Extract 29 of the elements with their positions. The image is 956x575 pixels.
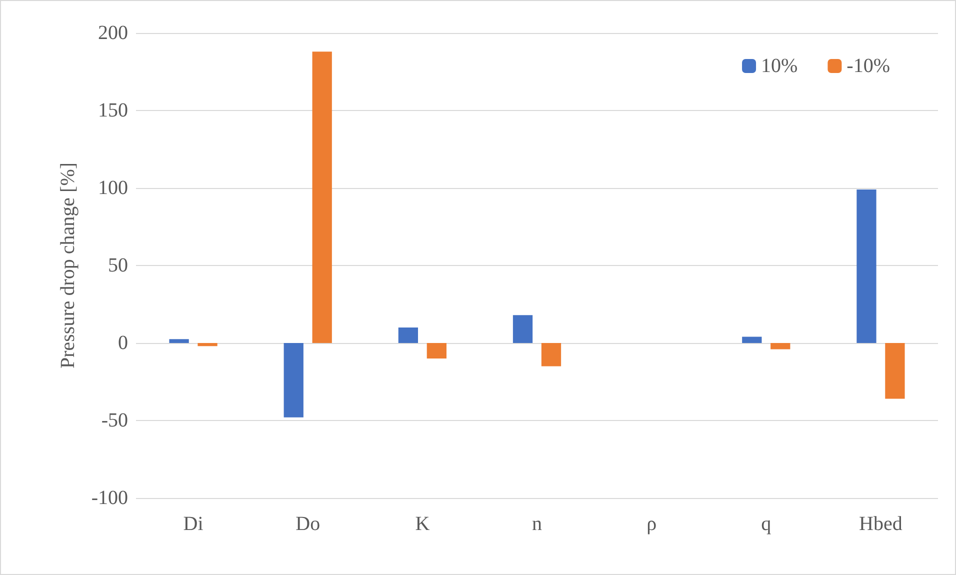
- y-tick-label: 100: [98, 177, 128, 199]
- bar: [770, 343, 790, 350]
- bar: [426, 343, 446, 358]
- bar: [885, 343, 905, 399]
- bar: [284, 343, 304, 418]
- bar: [198, 343, 218, 346]
- y-axis-title: Pressure drop change [%]: [57, 162, 79, 369]
- x-tick-label: n: [532, 513, 542, 535]
- y-tick-label: 150: [98, 100, 128, 122]
- y-tick-label: -100: [91, 487, 128, 509]
- x-tick-label: Hbed: [859, 513, 902, 535]
- bar: [398, 328, 418, 343]
- legend-label: 10%: [761, 55, 798, 77]
- y-tick-label: 200: [98, 22, 128, 44]
- bar: [541, 343, 562, 366]
- y-tick-label: 50: [108, 254, 128, 276]
- y-tick-label: 0: [118, 332, 128, 354]
- bar: [856, 190, 876, 343]
- bar: [742, 336, 762, 343]
- x-tick-label: ρ: [646, 513, 657, 535]
- legend-label: -10%: [846, 55, 890, 77]
- x-tick-label: Di: [183, 513, 204, 535]
- y-tick-label: -50: [101, 410, 128, 432]
- bar: [312, 52, 332, 343]
- x-tick-label: Do: [296, 513, 320, 535]
- bar: [169, 339, 189, 343]
- x-tick-label: K: [415, 513, 430, 535]
- bar: [512, 315, 533, 343]
- x-tick-label: q: [761, 513, 772, 535]
